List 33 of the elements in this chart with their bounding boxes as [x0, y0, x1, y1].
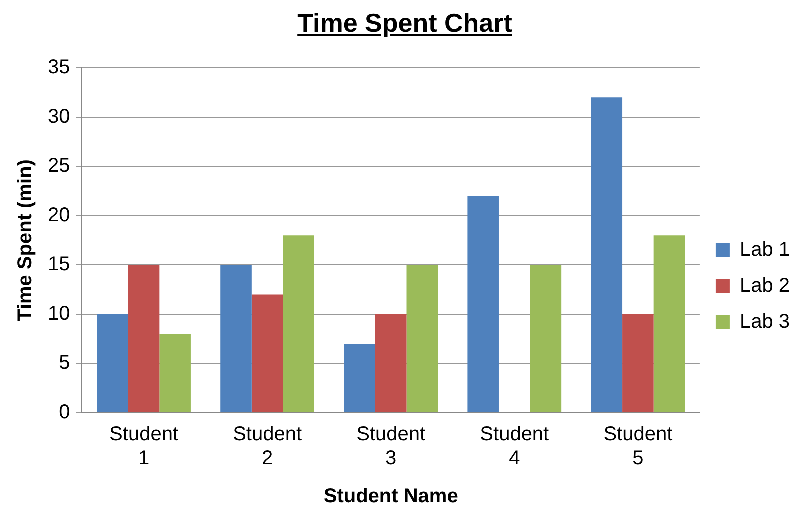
y-tick-label: 5	[59, 352, 70, 374]
y-tick-label: 10	[48, 302, 70, 325]
bar	[622, 314, 654, 412]
bar	[128, 265, 160, 412]
x-tick-label: Student 5	[604, 424, 674, 470]
bar	[654, 236, 686, 412]
y-tick-label: 20	[48, 204, 70, 226]
x-tick-label: Student 4	[480, 424, 550, 470]
y-tick-label: 25	[48, 155, 70, 178]
bar	[160, 334, 191, 412]
bar	[406, 265, 438, 412]
bar	[97, 314, 128, 412]
x-tick-label: Student 3	[356, 424, 426, 470]
legend-label: Lab 3	[740, 311, 790, 334]
bar	[375, 314, 407, 412]
legend-label: Lab 2	[740, 275, 790, 298]
y-tick-label: 15	[48, 254, 70, 276]
bar	[220, 265, 252, 412]
bar	[591, 98, 623, 412]
y-tick-label: 0	[59, 402, 70, 424]
x-axis-title: Student Name	[324, 486, 458, 508]
y-axis-title: Time Spent (min)	[14, 160, 37, 322]
x-tick-label: Student 2	[233, 424, 302, 470]
y-tick-label: 30	[48, 106, 70, 128]
y-tick-label: 35	[48, 56, 70, 79]
bar	[530, 265, 562, 412]
x-tick-label: Student 1	[110, 424, 179, 470]
bar	[344, 344, 376, 412]
legend-label: Lab 1	[740, 239, 790, 262]
bar	[283, 236, 315, 412]
bar	[468, 196, 499, 412]
bar	[252, 294, 284, 412]
chart-title: Time Spent Chart	[296, 8, 514, 39]
